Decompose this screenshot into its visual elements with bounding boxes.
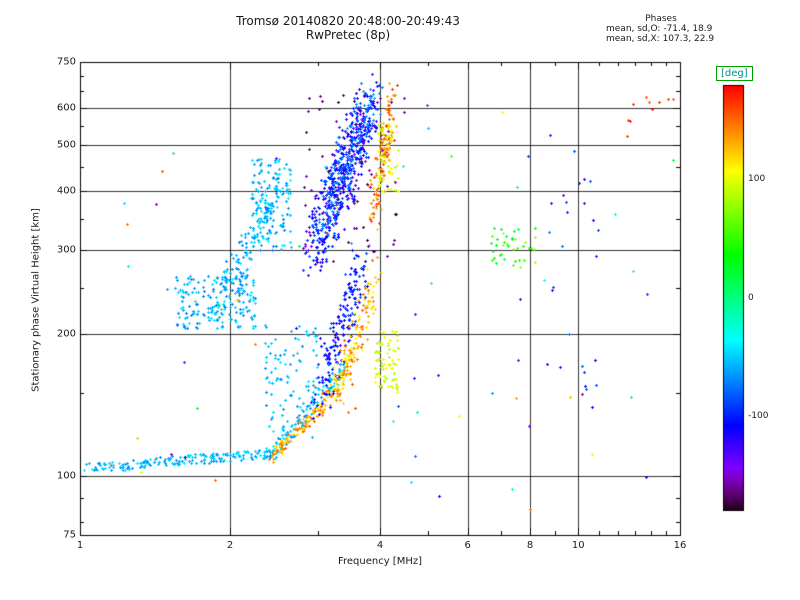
phases-mean-o: mean, sd,O: -71.4, 18.9 bbox=[606, 24, 713, 34]
y-tick-label: 200 bbox=[56, 328, 76, 340]
y-axis-label: Stationary phase Virtual Height [km] bbox=[30, 208, 42, 392]
y-tick-label: 600 bbox=[56, 102, 76, 114]
colorbar-tick-label: 0 bbox=[748, 292, 754, 303]
x-tick-label: 6 bbox=[464, 540, 471, 551]
x-axis-label: Frequency [MHz] bbox=[337, 556, 423, 567]
y-tick-label: 300 bbox=[56, 244, 76, 256]
x-tick-label: 10 bbox=[571, 540, 585, 551]
plot-area bbox=[80, 62, 680, 535]
phases-heading: Phases bbox=[645, 14, 677, 24]
colorbar bbox=[723, 85, 743, 510]
y-tick-label: 75 bbox=[63, 529, 76, 541]
colorbar-unit-label: [deg] bbox=[716, 66, 753, 81]
x-tick-label: 2 bbox=[226, 540, 234, 551]
chart-subtitle: RwPretec (8p) bbox=[305, 28, 391, 42]
x-tick-label: 8 bbox=[526, 540, 534, 551]
y-tick-label: 750 bbox=[56, 56, 76, 68]
x-tick-label: 4 bbox=[376, 540, 384, 551]
phases-annotation: Phases mean, sd,O: -71.4, 18.9 mean, sd,… bbox=[606, 14, 736, 44]
title-block: Tromsø 20140820 20:48:00-20:49:43 RwPret… bbox=[0, 14, 696, 42]
chart-title: Tromsø 20140820 20:48:00-20:49:43 bbox=[236, 14, 460, 28]
y-tick-label: 500 bbox=[56, 139, 76, 151]
x-tick-label: 1 bbox=[76, 540, 84, 551]
colorbar-tick-label: -100 bbox=[748, 410, 769, 421]
phases-mean-x: mean, sd,X: 107.3, 22.9 bbox=[606, 34, 715, 44]
x-tick-label: 16 bbox=[673, 540, 687, 551]
y-tick-label: 400 bbox=[56, 185, 76, 197]
y-tick-label: 100 bbox=[56, 470, 76, 482]
colorbar-tick-label: 100 bbox=[748, 174, 766, 185]
